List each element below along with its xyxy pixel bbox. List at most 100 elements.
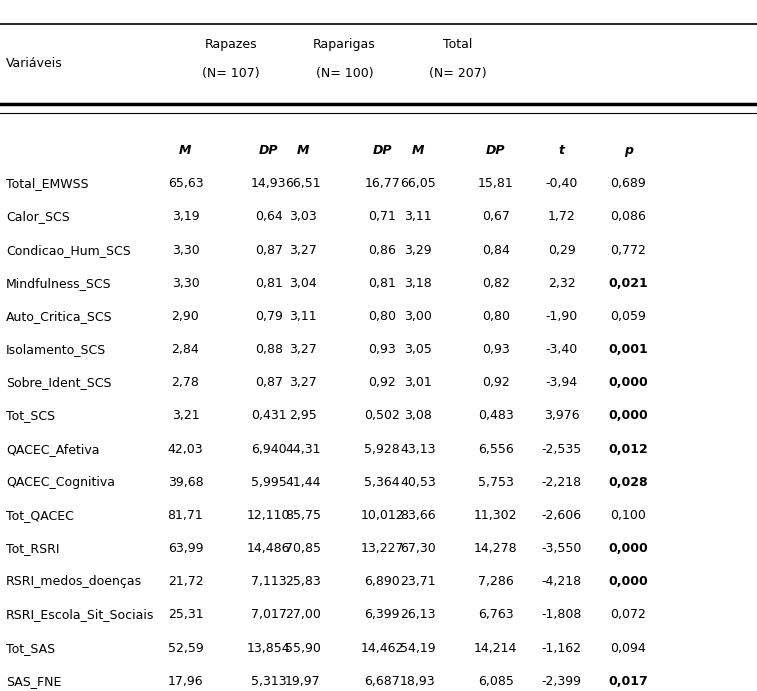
Text: Rapazes: Rapazes <box>204 39 257 51</box>
Text: 13,227: 13,227 <box>360 542 404 555</box>
Text: -3,94: -3,94 <box>546 377 578 389</box>
Text: Sobre_Ident_SCS: Sobre_Ident_SCS <box>6 377 111 389</box>
Text: Tot_QACEC: Tot_QACEC <box>6 509 74 522</box>
Text: 1,72: 1,72 <box>548 211 575 223</box>
Text: 0,81: 0,81 <box>255 277 282 290</box>
Text: 0,88: 0,88 <box>255 343 282 356</box>
Text: 25,83: 25,83 <box>285 576 321 588</box>
Text: 0,80: 0,80 <box>482 310 509 323</box>
Text: -3,40: -3,40 <box>546 343 578 356</box>
Text: 17,96: 17,96 <box>167 675 204 688</box>
Text: Auto_Critica_SCS: Auto_Critica_SCS <box>6 310 113 323</box>
Text: 18,93: 18,93 <box>400 675 436 688</box>
Text: 3,11: 3,11 <box>404 211 431 223</box>
Text: 26,13: 26,13 <box>400 609 435 621</box>
Text: 7,113: 7,113 <box>251 576 287 588</box>
Text: 3,08: 3,08 <box>404 410 431 422</box>
Text: 3,30: 3,30 <box>172 277 199 290</box>
Text: 2,90: 2,90 <box>172 310 199 323</box>
Text: 0,87: 0,87 <box>255 377 282 389</box>
Text: 2,95: 2,95 <box>289 410 316 422</box>
Text: (N= 107): (N= 107) <box>202 68 260 80</box>
Text: 55,90: 55,90 <box>285 642 321 654</box>
Text: 3,27: 3,27 <box>289 377 316 389</box>
Text: 0,689: 0,689 <box>610 178 646 190</box>
Text: 0,87: 0,87 <box>255 244 282 256</box>
Text: 3,27: 3,27 <box>289 244 316 256</box>
Text: RSRI_Escola_Sit_Sociais: RSRI_Escola_Sit_Sociais <box>6 609 154 621</box>
Text: SAS_FNE: SAS_FNE <box>6 675 61 688</box>
Text: 3,11: 3,11 <box>289 310 316 323</box>
Text: 3,21: 3,21 <box>172 410 199 422</box>
Text: 3,00: 3,00 <box>404 310 431 323</box>
Text: 2,84: 2,84 <box>172 343 199 356</box>
Text: 0,71: 0,71 <box>369 211 396 223</box>
Text: 3,976: 3,976 <box>544 410 580 422</box>
Text: 2,78: 2,78 <box>172 377 199 389</box>
Text: 40,53: 40,53 <box>400 476 436 489</box>
Text: 25,31: 25,31 <box>167 609 204 621</box>
Text: -1,808: -1,808 <box>541 609 582 621</box>
Text: 63,99: 63,99 <box>168 542 203 555</box>
Text: 0,000: 0,000 <box>609 542 648 555</box>
Text: (N= 207): (N= 207) <box>429 68 487 80</box>
Text: 3,19: 3,19 <box>172 211 199 223</box>
Text: 5,995: 5,995 <box>251 476 287 489</box>
Text: 14,486: 14,486 <box>247 542 291 555</box>
Text: 0,92: 0,92 <box>482 377 509 389</box>
Text: Tot_SAS: Tot_SAS <box>6 642 55 654</box>
Text: Condicao_Hum_SCS: Condicao_Hum_SCS <box>6 244 131 256</box>
Text: 16,77: 16,77 <box>364 178 400 190</box>
Text: 14,214: 14,214 <box>474 642 518 654</box>
Text: QACEC_Cognitiva: QACEC_Cognitiva <box>6 476 115 489</box>
Text: 0,021: 0,021 <box>609 277 648 290</box>
Text: t: t <box>559 144 565 157</box>
Text: 0,84: 0,84 <box>482 244 509 256</box>
Text: 0,100: 0,100 <box>610 509 646 522</box>
Text: 6,399: 6,399 <box>365 609 400 621</box>
Text: 14,93: 14,93 <box>251 178 286 190</box>
Text: (N= 100): (N= 100) <box>316 68 373 80</box>
Text: 0,502: 0,502 <box>364 410 400 422</box>
Text: 0,000: 0,000 <box>609 377 648 389</box>
Text: DP: DP <box>372 144 392 157</box>
Text: 43,13: 43,13 <box>400 443 435 455</box>
Text: 0,81: 0,81 <box>369 277 396 290</box>
Text: 44,31: 44,31 <box>285 443 320 455</box>
Text: 14,462: 14,462 <box>360 642 404 654</box>
Text: -3,550: -3,550 <box>541 542 582 555</box>
Text: 5,928: 5,928 <box>364 443 400 455</box>
Text: 0,80: 0,80 <box>369 310 396 323</box>
Text: 70,85: 70,85 <box>285 542 321 555</box>
Text: Calor_SCS: Calor_SCS <box>6 211 70 223</box>
Text: 3,18: 3,18 <box>404 277 431 290</box>
Text: 3,30: 3,30 <box>172 244 199 256</box>
Text: 0,483: 0,483 <box>478 410 514 422</box>
Text: 0,79: 0,79 <box>255 310 282 323</box>
Text: 6,556: 6,556 <box>478 443 514 455</box>
Text: RSRI_medos_doenças: RSRI_medos_doenças <box>6 576 142 588</box>
Text: 7,286: 7,286 <box>478 576 514 588</box>
Text: 54,19: 54,19 <box>400 642 436 654</box>
Text: 6,763: 6,763 <box>478 609 514 621</box>
Text: 0,001: 0,001 <box>609 343 648 356</box>
Text: Mindfulness_SCS: Mindfulness_SCS <box>6 277 112 290</box>
Text: 85,75: 85,75 <box>285 509 321 522</box>
Text: 65,63: 65,63 <box>167 178 204 190</box>
Text: 0,82: 0,82 <box>482 277 509 290</box>
Text: 3,04: 3,04 <box>289 277 316 290</box>
Text: 0,028: 0,028 <box>609 476 648 489</box>
Text: 0,086: 0,086 <box>610 211 646 223</box>
Text: 15,81: 15,81 <box>478 178 514 190</box>
Text: Variáveis: Variáveis <box>6 57 63 70</box>
Text: 3,27: 3,27 <box>289 343 316 356</box>
Text: 6,890: 6,890 <box>364 576 400 588</box>
Text: -1,90: -1,90 <box>546 310 578 323</box>
Text: 0,059: 0,059 <box>610 310 646 323</box>
Text: Total: Total <box>444 39 472 51</box>
Text: 0,072: 0,072 <box>610 609 646 621</box>
Text: 6,940: 6,940 <box>251 443 287 455</box>
Text: 11,302: 11,302 <box>474 509 518 522</box>
Text: 0,772: 0,772 <box>610 244 646 256</box>
Text: 0,93: 0,93 <box>369 343 396 356</box>
